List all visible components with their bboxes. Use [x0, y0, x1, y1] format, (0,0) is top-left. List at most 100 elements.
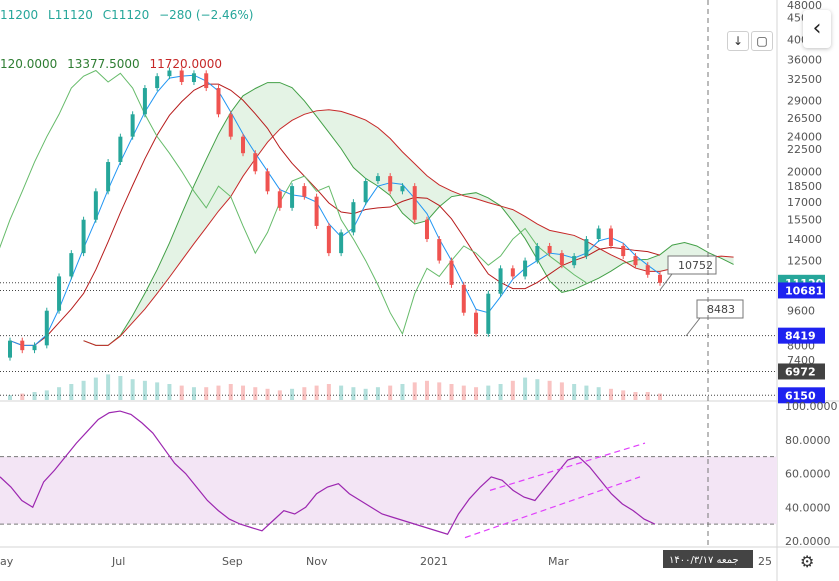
- candle-body: [241, 136, 246, 154]
- candle-body: [204, 73, 209, 89]
- volume-bar: [474, 387, 479, 400]
- candle-body: [608, 228, 613, 246]
- volume-bar: [486, 385, 491, 400]
- candle-body: [265, 171, 270, 192]
- candle-body: [400, 186, 405, 192]
- volume-bar: [547, 380, 552, 400]
- candle-body: [326, 225, 331, 254]
- price-tick-label: 15500: [787, 214, 822, 227]
- price-label: 6150: [785, 389, 816, 402]
- volume-bar: [191, 387, 196, 400]
- time-tick-label: 25: [758, 555, 772, 568]
- candle-body: [412, 186, 417, 220]
- volume-bar: [155, 382, 160, 400]
- candle-body: [81, 219, 86, 254]
- callout-box: [667, 255, 717, 275]
- candle-body: [216, 88, 221, 115]
- candle-body: [449, 260, 454, 285]
- candle-body: [621, 245, 626, 257]
- candle-body: [228, 114, 233, 137]
- collapse-panel-button[interactable]: ‹: [803, 10, 831, 48]
- candle-body: [584, 239, 589, 257]
- volume-bar: [400, 384, 405, 400]
- ohlc-change: −280 (−2.46%): [159, 8, 254, 22]
- volume-bar: [388, 385, 393, 400]
- price-tick-label: 29000: [787, 95, 822, 108]
- candle-body: [106, 162, 111, 192]
- candle-body: [351, 202, 356, 233]
- candle-body: [339, 232, 344, 254]
- candle-body: [474, 312, 479, 334]
- candle-body: [32, 345, 37, 351]
- candle-body: [510, 268, 515, 277]
- candle-body: [559, 253, 564, 266]
- volume-bar: [621, 390, 626, 400]
- candle-body: [461, 284, 466, 313]
- price-tick-label: 32500: [787, 73, 822, 86]
- price-label: 10681: [785, 284, 823, 297]
- volume-bar: [658, 393, 662, 400]
- callout-pointer: [659, 273, 673, 291]
- volume-bar: [142, 380, 147, 400]
- volume-bar: [228, 384, 233, 400]
- rsi-tick-label: 100.0000: [785, 400, 838, 413]
- price-tick-label: 14000: [787, 233, 822, 246]
- candle-body: [118, 136, 123, 163]
- candle-body: [486, 293, 491, 334]
- rsi-band: [0, 456, 777, 525]
- volume-bar: [437, 382, 442, 400]
- candle-body: [535, 245, 540, 261]
- callout-label: 8483: [707, 303, 735, 316]
- rsi-tick-label: 20.0000: [785, 535, 831, 548]
- volume-bar: [633, 392, 638, 400]
- chevron-left-icon: ‹: [812, 16, 822, 41]
- volume-bar: [167, 384, 172, 400]
- volume-bar: [559, 382, 564, 400]
- volume-bar: [326, 384, 331, 400]
- candle-body: [572, 256, 577, 266]
- volume-bar: [375, 387, 380, 400]
- candle-body: [93, 191, 98, 220]
- candle-body: [290, 186, 295, 208]
- callout-pointer: [685, 317, 701, 337]
- volume-bar: [351, 387, 356, 400]
- candle-body: [8, 340, 12, 358]
- candle-body: [596, 228, 601, 240]
- conversion-line: [9, 74, 661, 346]
- volume-bar: [510, 380, 515, 400]
- volume-bar: [93, 377, 98, 400]
- lagging-span-line: [0, 69, 587, 336]
- candle-body: [375, 176, 380, 182]
- indicator-value-3: 11720.0000: [149, 57, 222, 71]
- candle-body: [633, 256, 638, 266]
- price-tick-label: 20000: [787, 165, 822, 178]
- volume-bar: [363, 388, 368, 400]
- base-line: [9, 83, 661, 346]
- gear-icon: ⚙: [800, 552, 814, 571]
- volume-bar: [461, 385, 466, 400]
- volume-bar: [572, 384, 577, 400]
- volume-bar: [81, 380, 86, 400]
- price-label: 8419: [785, 330, 816, 343]
- price-tick-label: 26500: [787, 112, 822, 125]
- candle-body: [57, 276, 62, 311]
- ichimoku-legend: 120.0000 13377.5000 11720.0000: [0, 57, 228, 71]
- time-tick-label: Mar: [548, 555, 569, 568]
- restore-button[interactable]: ▢: [751, 31, 773, 51]
- candle-body: [167, 70, 172, 77]
- candle-body: [424, 219, 429, 240]
- restore-icon: ▢: [756, 34, 768, 48]
- candle-body: [142, 88, 147, 115]
- volume-bar: [20, 393, 25, 400]
- candle-body: [253, 153, 258, 172]
- volume-bar: [57, 387, 62, 400]
- scroll-down-button[interactable]: ↓: [727, 31, 749, 51]
- candle-body: [277, 191, 282, 208]
- candle-body: [388, 176, 393, 192]
- candle-body: [437, 239, 442, 261]
- volume-bar: [69, 384, 74, 400]
- callout-label: 10752: [678, 259, 713, 272]
- price-tick-label: 24000: [787, 131, 822, 144]
